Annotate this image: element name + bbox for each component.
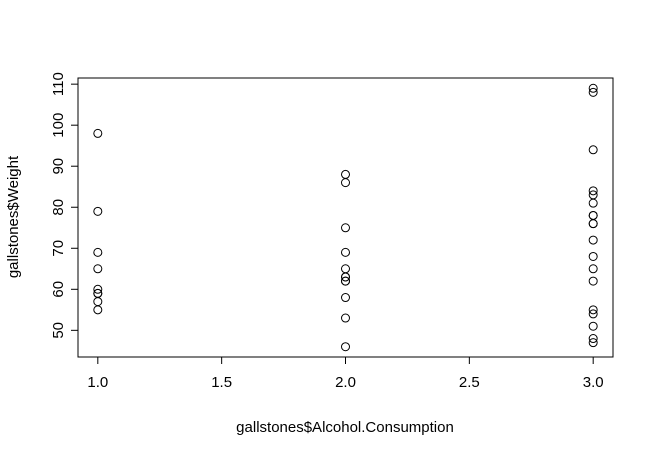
- data-point: [341, 276, 350, 286]
- data-point: [93, 206, 103, 216]
- data-point: [588, 305, 598, 315]
- data-point: [588, 198, 598, 208]
- data-point: [93, 288, 103, 298]
- data-point: [588, 264, 598, 274]
- data-point: [588, 334, 598, 344]
- data-point: [93, 128, 103, 138]
- data-point: [341, 247, 350, 257]
- data-point: [93, 297, 103, 307]
- data-point: [93, 284, 103, 294]
- x-tick-label: 2.5: [459, 374, 480, 391]
- data-point: [588, 251, 598, 261]
- y-tick-label: 80: [50, 199, 67, 216]
- data-point: [341, 293, 350, 303]
- data-point: [588, 219, 598, 229]
- data-point: [93, 264, 103, 274]
- data-point: [341, 264, 350, 274]
- x-tick-label: 1.5: [211, 374, 232, 391]
- data-point: [588, 145, 598, 155]
- data-point: [341, 342, 350, 352]
- data-point: [588, 186, 598, 196]
- data-point: [341, 223, 350, 233]
- data-point: [588, 83, 598, 93]
- plot-frame: [77, 77, 614, 358]
- data-point: [588, 276, 598, 286]
- y-tick-label: 110: [50, 72, 67, 96]
- data-point: [341, 178, 350, 188]
- data-point: [341, 313, 350, 323]
- data-point: [588, 309, 598, 319]
- x-tick-label: 2.0: [335, 374, 356, 391]
- data-point: [588, 210, 598, 220]
- y-tick-label: 60: [50, 281, 67, 298]
- data-point: [588, 87, 598, 97]
- data-point: [93, 305, 103, 315]
- data-point: [588, 321, 598, 331]
- y-tick-label: 100: [50, 113, 67, 138]
- x-tick-label: 1.0: [87, 374, 108, 391]
- data-point: [341, 272, 350, 282]
- data-point: [93, 247, 103, 257]
- y-axis: 50 60 70 80 90 100 110: [50, 72, 78, 339]
- x-tick-label: 3.0: [583, 374, 604, 391]
- x-axis: 1.0 1.5 2.0 2.5 3.0: [87, 357, 604, 391]
- data-point: [341, 169, 350, 179]
- y-tick-label: 50: [50, 322, 67, 339]
- y-axis-label: gallstones$Weight: [5, 155, 22, 278]
- y-tick-label: 90: [50, 158, 67, 175]
- data-point: [588, 338, 598, 348]
- x-axis-label: gallstones$Alcohol.Consumption: [236, 419, 454, 436]
- y-tick-label: 70: [50, 240, 67, 257]
- data-points: [93, 83, 598, 352]
- data-point: [588, 235, 598, 245]
